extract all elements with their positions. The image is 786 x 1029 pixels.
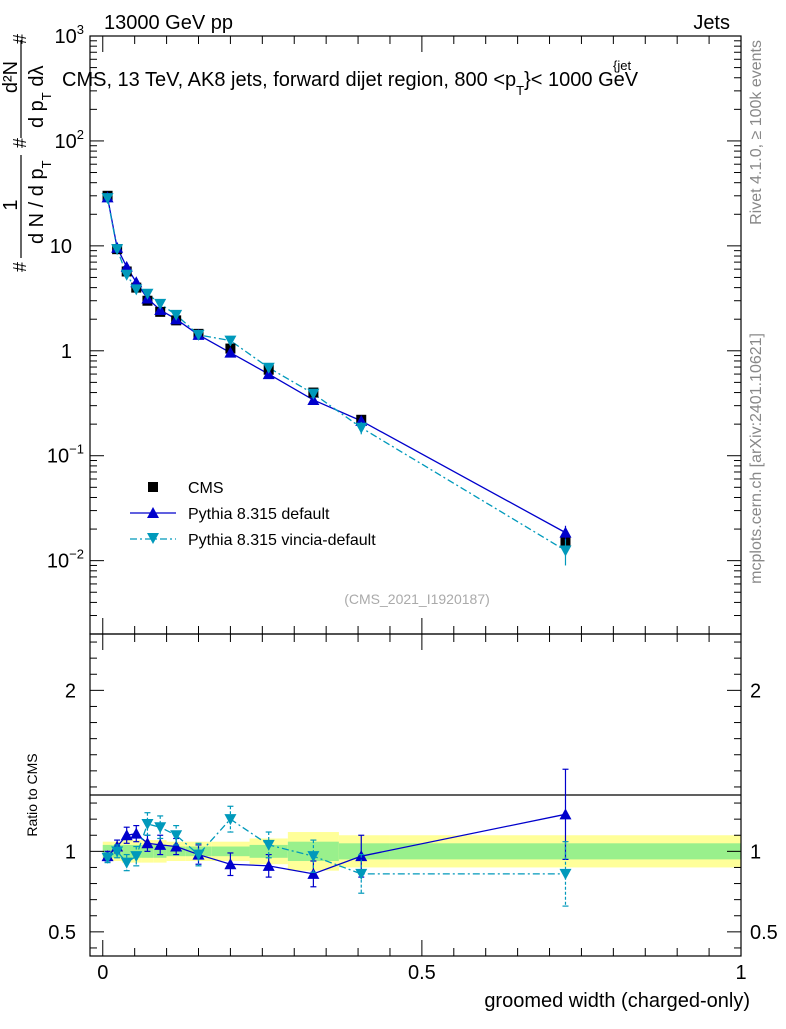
ratio-pythia-vincia-point [262, 839, 275, 851]
main-series [101, 190, 572, 566]
title-sub: T [516, 83, 524, 98]
legend-entry-cms: CMS [148, 480, 224, 497]
y-tick-label: 10−1 [47, 442, 84, 468]
pythia-vincia-point [154, 298, 167, 310]
x-tick-label: 0 [97, 962, 108, 984]
ratio-pythia-default-point [120, 829, 133, 841]
uncertainty-band-inner [211, 846, 250, 857]
ratio-frame [89, 633, 742, 957]
pythia-vincia-point [170, 309, 183, 321]
ratio-y-tick-label-left: 1 [65, 841, 76, 863]
series-line-pythia-vincia [106, 198, 566, 552]
x-axis-label: groomed width (charged-only) [484, 990, 750, 1012]
pythia-vincia-point [307, 388, 320, 400]
ratio-pythia-default-point [262, 859, 275, 871]
ylabel-frac1-num: 1 [0, 199, 22, 210]
ylabel-hash-1: # [10, 262, 30, 272]
pythia-vincia-point [130, 284, 143, 296]
ratio-y-axis-label: Ratio to CMS [24, 753, 40, 836]
y-tick-label: 102 [55, 127, 84, 153]
pythia-vincia-point [224, 335, 237, 347]
series-line-pythia-default [106, 197, 566, 534]
ratio-pythia-vincia-point [120, 857, 133, 869]
legend-entry-vincia: Pythia 8.315 vincia-default [130, 532, 376, 549]
legend-default-marker [147, 507, 159, 518]
pythia-vincia-point [192, 329, 205, 341]
pythia-vincia-point [120, 269, 133, 281]
ratio-pythia-vincia-point [192, 849, 205, 861]
legend-vincia-label: Pythia 8.315 vincia-default [188, 532, 376, 549]
ratio-y-tick-label-left: 0.5 [48, 922, 76, 944]
ratio-panel: 0.5 0.51 12 20 0.5 1 [48, 633, 778, 984]
uncertainty-band-inner [249, 844, 288, 858]
ratio-pythia-vincia-point [154, 822, 167, 834]
analysis-watermark: (CMS_2021_I1920187) [344, 591, 490, 607]
ratio-pythia-vincia-point [101, 852, 114, 864]
pythia-default-point [224, 346, 237, 358]
legend-default-label: Pythia 8.315 default [188, 506, 330, 523]
main-y-axis-label: # 1 d N / d pT # d²N d pT dλ # [0, 34, 54, 272]
ratio-pythia-default-point [307, 867, 320, 879]
legend: CMS Pythia 8.315 default Pythia 8.315 vi… [130, 480, 376, 549]
ratio-pythia-default-point [170, 840, 183, 852]
ratio-y-tick-label-right: 0.5 [750, 922, 778, 944]
x-tick-label: 0.5 [408, 962, 436, 984]
ylabel-frac2-num: d²N [0, 61, 22, 93]
ratio-pythia-vincia-point [141, 818, 154, 830]
energy-label: 13000 GeV pp [104, 12, 233, 34]
ratio-y-tick-label-right: 1 [750, 841, 761, 863]
y-tick-label: 10−2 [47, 547, 84, 573]
pythia-vincia-point [111, 244, 124, 256]
mcplots-label: mcplots.cern.ch [arXiv:2401.10621] [748, 333, 765, 584]
main-ticks: 10−2 10−1 1 10 102 103 [47, 22, 742, 635]
legend-cms-marker [148, 482, 158, 492]
plot-title: CMS, 13 TeV, AK8 jets, forward dijet reg… [62, 69, 639, 98]
ratio-y-tick-label-left: 2 [65, 680, 76, 702]
ratio-pythia-vincia-point [307, 851, 320, 863]
ratio-pythia-vincia-point [224, 814, 237, 826]
title-sup: {jet [613, 58, 631, 73]
uncertainty-band-inner [338, 843, 390, 860]
pythia-vincia-point [101, 193, 114, 205]
ratio-pythia-default-point [154, 838, 167, 850]
ratio-pythia-vincia-point [130, 851, 143, 863]
pythia-default-point [120, 260, 133, 272]
x-tick-label: 1 [735, 962, 746, 984]
legend-vincia-marker [147, 533, 159, 544]
ratio-pythia-vincia-point [111, 846, 124, 858]
ratio-y-tick-label-right: 2 [750, 680, 761, 702]
pythia-vincia-point [141, 288, 154, 300]
legend-entry-default: Pythia 8.315 default [130, 506, 330, 523]
main-panel: 10−2 10−1 1 10 102 103 [47, 22, 742, 635]
uncertainty-band-inner [121, 844, 132, 858]
group-label: Jets [693, 12, 730, 34]
ratio-pythia-vincia-point [559, 868, 572, 880]
ylabel-frac1-den: d N / d pT [26, 160, 54, 244]
title-prefix: CMS, 13 TeV, AK8 jets, forward dijet reg… [62, 69, 516, 91]
title-suffix: }< 1000 GeV [524, 69, 639, 91]
ylabel-hash-3: # [10, 34, 30, 44]
ratio-series [101, 768, 572, 907]
ratio-pythia-default-point [559, 808, 572, 820]
rivet-label: Rivet 4.1.0, ≥ 100k events [748, 40, 765, 225]
ylabel-frac2-den: d pT dλ [26, 66, 54, 128]
ylabel-hash-2: # [10, 138, 30, 148]
ratio-pythia-default-point [130, 827, 143, 839]
y-tick-label: 10 [50, 236, 72, 258]
ratio-ticks: 0.5 0.51 12 20 0.5 1 [48, 634, 778, 984]
ratio-pythia-default-point [224, 858, 237, 870]
ratio-pythia-vincia-point [355, 868, 368, 880]
y-tick-label: 103 [55, 22, 84, 48]
legend-cms-label: CMS [188, 480, 224, 497]
pythia-vincia-point [262, 362, 275, 374]
ratio-pythia-default-point [141, 837, 154, 849]
y-tick-label: 1 [61, 341, 72, 363]
ratio-pythia-vincia-point [170, 830, 183, 842]
